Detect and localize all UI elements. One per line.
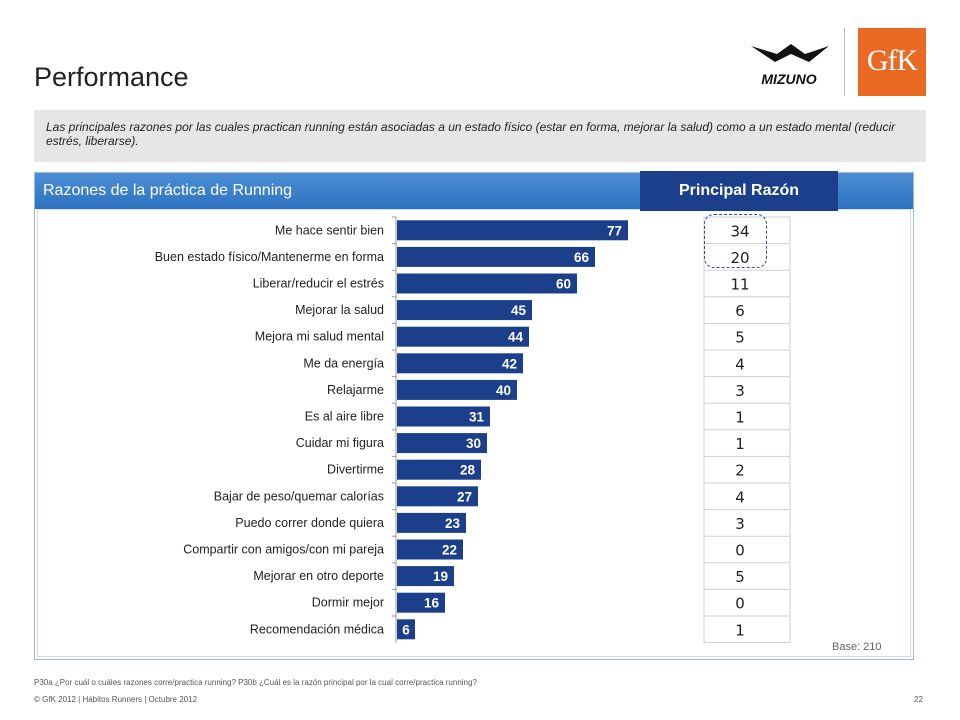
principal-table-value: 0: [735, 542, 745, 560]
bar-value-label: 19: [433, 569, 448, 584]
gfk-logo: GfK: [858, 28, 926, 96]
highlight-oval: [704, 214, 767, 268]
bar: [397, 539, 463, 560]
mizuno-logo-text: MIZUNO: [761, 71, 816, 87]
principal-table-value: 1: [735, 409, 745, 427]
bar-value-label: 28: [460, 463, 476, 478]
bar-category-label: Me hace sentir bien: [275, 223, 384, 237]
bar-value-label: 27: [457, 489, 472, 504]
bar-category-label: Divertirme: [327, 463, 384, 477]
bar: [397, 326, 529, 347]
bar-value-label: 60: [556, 277, 571, 292]
mizuno-logo: MIZUNO: [751, 44, 829, 87]
bar-value-label: 16: [424, 596, 440, 611]
bar: [397, 619, 415, 640]
logo-divider: [844, 28, 845, 96]
bar-value-label: 77: [607, 223, 622, 238]
page-title: Performance: [34, 62, 189, 92]
bar: [397, 459, 481, 480]
bar: [397, 246, 595, 267]
bar-category-label: Puedo correr donde quiera: [235, 516, 384, 530]
bar: [397, 433, 487, 454]
bar: [397, 406, 490, 427]
panel-inner: [37, 209, 911, 657]
principal-table-value: 3: [735, 382, 745, 400]
bar-value-label: 40: [496, 383, 511, 398]
bar-value-label: 22: [442, 543, 457, 558]
principal-table-value: 20: [730, 249, 749, 267]
bar-category-label: Relajarme: [327, 383, 384, 397]
bar: [397, 486, 478, 507]
principal-table-value: 2: [735, 462, 745, 480]
page-number: 22: [914, 695, 923, 704]
bar: [397, 379, 517, 400]
principal-razon-tab: Principal Razón: [640, 171, 838, 211]
bar: [397, 566, 454, 587]
bar-value-label: 23: [445, 516, 461, 531]
principal-table-value: 5: [735, 568, 745, 586]
bar: [397, 592, 445, 613]
principal-table-value: 11: [730, 276, 749, 294]
gfk-logo-text: GfK: [866, 44, 918, 77]
bar-category-label: Compartir con amigos/con mi pareja: [183, 543, 384, 557]
principal-table-value: 34: [730, 222, 749, 240]
bar-value-label: 66: [574, 250, 590, 265]
principal-table-value: 0: [735, 595, 745, 613]
footnote: P30a ¿Por cuál o cuáles razones corre/pr…: [34, 678, 477, 687]
bar: [397, 300, 532, 321]
bar-value-label: 30: [466, 436, 481, 451]
principal-table-value: 3: [735, 515, 745, 533]
bar: [397, 353, 523, 374]
footer: © GfK 2012 | Hábitos Runners | Octubre 2…: [34, 695, 198, 704]
panel-title: Razones de la práctica de Running: [43, 182, 293, 199]
bar: [397, 512, 466, 533]
bar-value-label: 31: [469, 410, 485, 425]
bar-category-label: Es al aire libre: [305, 410, 384, 424]
bar-category-label: Bajar de peso/quemar calorías: [214, 489, 384, 503]
bar-category-label: Liberar/reducir el estrés: [253, 277, 384, 291]
bar-value-label: 44: [508, 330, 524, 345]
summary-box: Las principales razones por las cuales p…: [34, 110, 926, 162]
bar-category-label: Recomendación médica: [250, 622, 384, 636]
bar-category-label: Mejorar la salud: [295, 303, 384, 317]
principal-table-value: 1: [735, 621, 745, 639]
bar-category-label: Me da energía: [303, 356, 384, 370]
bar-category-label: Buen estado físico/Mantenerme en forma: [155, 250, 384, 264]
principal-table-value: 6: [735, 302, 745, 320]
bar-value-label: 42: [502, 356, 517, 371]
bar-value-label: 6: [402, 622, 410, 637]
principal-table-value: 5: [735, 329, 745, 347]
bar-category-label: Mejora mi salud mental: [255, 330, 384, 344]
bar: [397, 220, 628, 241]
principal-table-value: 4: [735, 488, 745, 506]
bar-category-label: Cuidar mi figura: [296, 436, 384, 450]
principal-table-value: 1: [735, 435, 745, 453]
bar-category-label: Dormir mejor: [312, 596, 384, 610]
principal-table-value: 4: [735, 355, 745, 373]
bar-category-label: Mejorar en otro deporte: [253, 569, 384, 583]
base-note: Base: 210: [832, 641, 882, 653]
bar: [397, 273, 577, 294]
bar-value-label: 45: [511, 303, 527, 318]
